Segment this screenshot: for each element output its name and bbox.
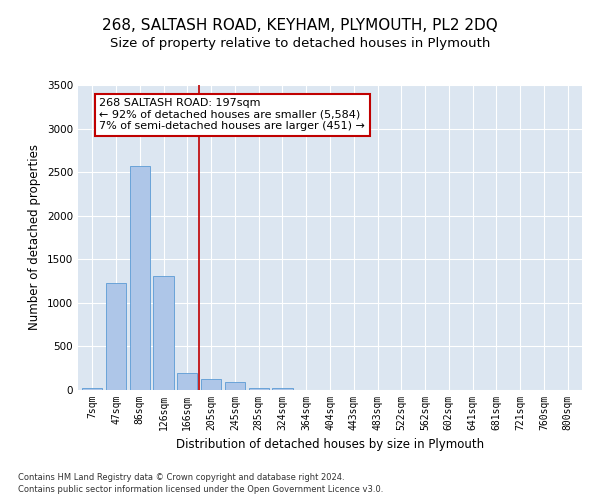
Y-axis label: Number of detached properties: Number of detached properties	[28, 144, 41, 330]
X-axis label: Distribution of detached houses by size in Plymouth: Distribution of detached houses by size …	[176, 438, 484, 452]
Text: Contains public sector information licensed under the Open Government Licence v3: Contains public sector information licen…	[18, 485, 383, 494]
Text: 268, SALTASH ROAD, KEYHAM, PLYMOUTH, PL2 2DQ: 268, SALTASH ROAD, KEYHAM, PLYMOUTH, PL2…	[102, 18, 498, 32]
Bar	[130, 166, 150, 390]
Bar	[154, 276, 173, 390]
Bar	[106, 283, 126, 390]
Bar	[272, 388, 293, 390]
Text: 268 SALTASH ROAD: 197sqm
← 92% of detached houses are smaller (5,584)
7% of semi: 268 SALTASH ROAD: 197sqm ← 92% of detach…	[100, 98, 365, 132]
Text: Contains HM Land Registry data © Crown copyright and database right 2024.: Contains HM Land Registry data © Crown c…	[18, 474, 344, 482]
Bar	[248, 388, 269, 390]
Bar	[225, 382, 245, 390]
Bar	[177, 373, 197, 390]
Text: Size of property relative to detached houses in Plymouth: Size of property relative to detached ho…	[110, 38, 490, 51]
Bar	[201, 378, 221, 390]
Bar	[82, 388, 103, 390]
